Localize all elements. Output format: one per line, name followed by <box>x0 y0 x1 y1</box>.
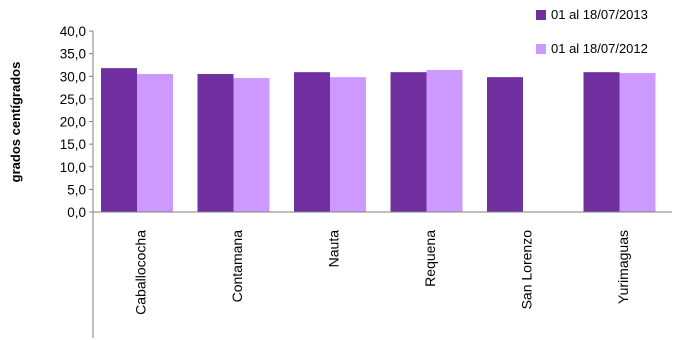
y-axis-ticks: 0,0 5,0 10,0 15,0 20,0 25,0 30,0 35,0 40,0 <box>60 24 93 220</box>
category-labels: Caballococha Contamana Nauta Requena San Lor… <box>132 230 631 315</box>
legend-swatch <box>536 10 546 20</box>
y-tick-label: 5,0 <box>67 182 86 197</box>
y-tick-label: 35,0 <box>60 47 86 62</box>
bar-2-nauta <box>330 77 366 212</box>
category-label: Yurimaguas <box>615 230 631 304</box>
y-tick-label: 10,0 <box>60 160 86 175</box>
legend-label: 01 al 18/07/2013 <box>551 7 648 22</box>
y-axis-title: grados centígrados <box>8 62 23 183</box>
axes <box>92 31 672 338</box>
category-label: Caballococha <box>132 230 148 315</box>
y-tick-label: 40,0 <box>60 24 86 39</box>
category-label: Contamana <box>229 230 245 303</box>
y-tick-label: 0,0 <box>67 205 86 220</box>
y-tick-label: 15,0 <box>60 137 86 152</box>
bar-2-requena <box>426 69 463 212</box>
bar-1-yurimaguas <box>583 72 620 213</box>
bar-2-yurimaguas <box>619 73 656 213</box>
y-tick-label: 20,0 <box>60 115 86 130</box>
bar-1-contamana <box>197 73 234 212</box>
y-tick-label: 30,0 <box>60 69 86 84</box>
legend-label: 01 al 18/07/2012 <box>551 41 648 56</box>
bars <box>101 68 656 213</box>
bar-1-caballococha <box>101 68 137 212</box>
bar-1-san-lorenzo <box>487 77 523 212</box>
legend: 01 al 18/07/2013 01 al 18/07/2012 <box>536 7 648 56</box>
legend-swatch <box>536 44 546 54</box>
bar-2-contamana <box>233 78 270 212</box>
category-label: Requena <box>422 230 438 287</box>
category-label: San Lorenzo <box>518 230 534 310</box>
bar-1-requena <box>390 72 427 213</box>
category-label: Nauta <box>325 230 341 268</box>
bar-1-nauta <box>294 72 330 213</box>
bar-2-caballococha <box>137 73 173 212</box>
y-tick-label: 25,0 <box>60 92 86 107</box>
